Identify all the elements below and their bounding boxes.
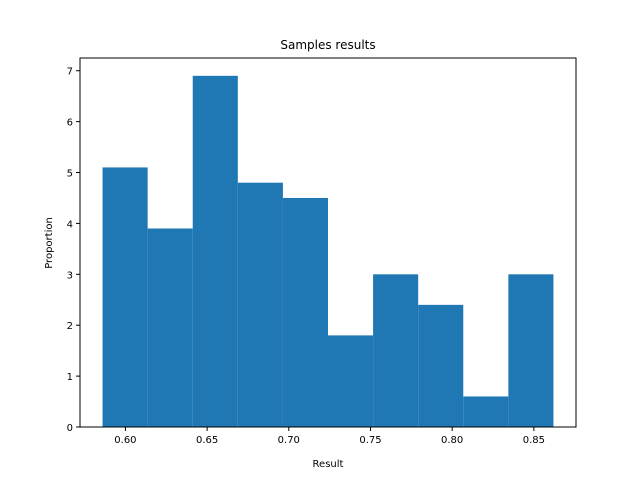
y-tick-label: 2: [67, 321, 73, 332]
x-axis-ticks: 0.60 0.65 0.70 0.75 0.80 0.85: [114, 427, 545, 446]
histogram-bar: [508, 274, 554, 427]
histogram-bar: [237, 182, 283, 427]
histogram-bar: [102, 167, 148, 427]
x-tick-label: 0.85: [523, 435, 545, 446]
y-axis-label: Proportion: [44, 217, 55, 269]
y-tick-label: 6: [67, 118, 73, 129]
x-tick-label: 0.70: [278, 435, 300, 446]
histogram-bar: [192, 75, 238, 428]
x-tick-label: 0.65: [196, 435, 218, 446]
x-tick-label: 0.80: [441, 435, 463, 446]
plot-frame: [79, 57, 577, 428]
y-tick-label: 3: [67, 270, 73, 281]
y-tick-label: 5: [67, 169, 73, 180]
histogram-bar: [373, 274, 419, 427]
y-axis-ticks: 0 1 2 3 4 5 6 7: [67, 67, 80, 434]
x-tick-label: 0.75: [359, 435, 381, 446]
histogram-bar: [147, 228, 193, 427]
x-axis-label: Result: [313, 459, 344, 470]
histogram-bar: [328, 335, 374, 427]
y-tick-label: 0: [67, 423, 73, 434]
y-tick-label: 1: [67, 372, 73, 383]
histogram-bar: [418, 304, 464, 427]
y-tick-label: 4: [67, 219, 73, 230]
chart-title: Samples results: [280, 38, 375, 52]
x-tick-label: 0.60: [114, 435, 136, 446]
bars-group: [102, 75, 554, 428]
histogram-bar: [282, 197, 328, 427]
histogram-bar: [463, 396, 509, 427]
y-tick-label: 7: [67, 67, 73, 78]
